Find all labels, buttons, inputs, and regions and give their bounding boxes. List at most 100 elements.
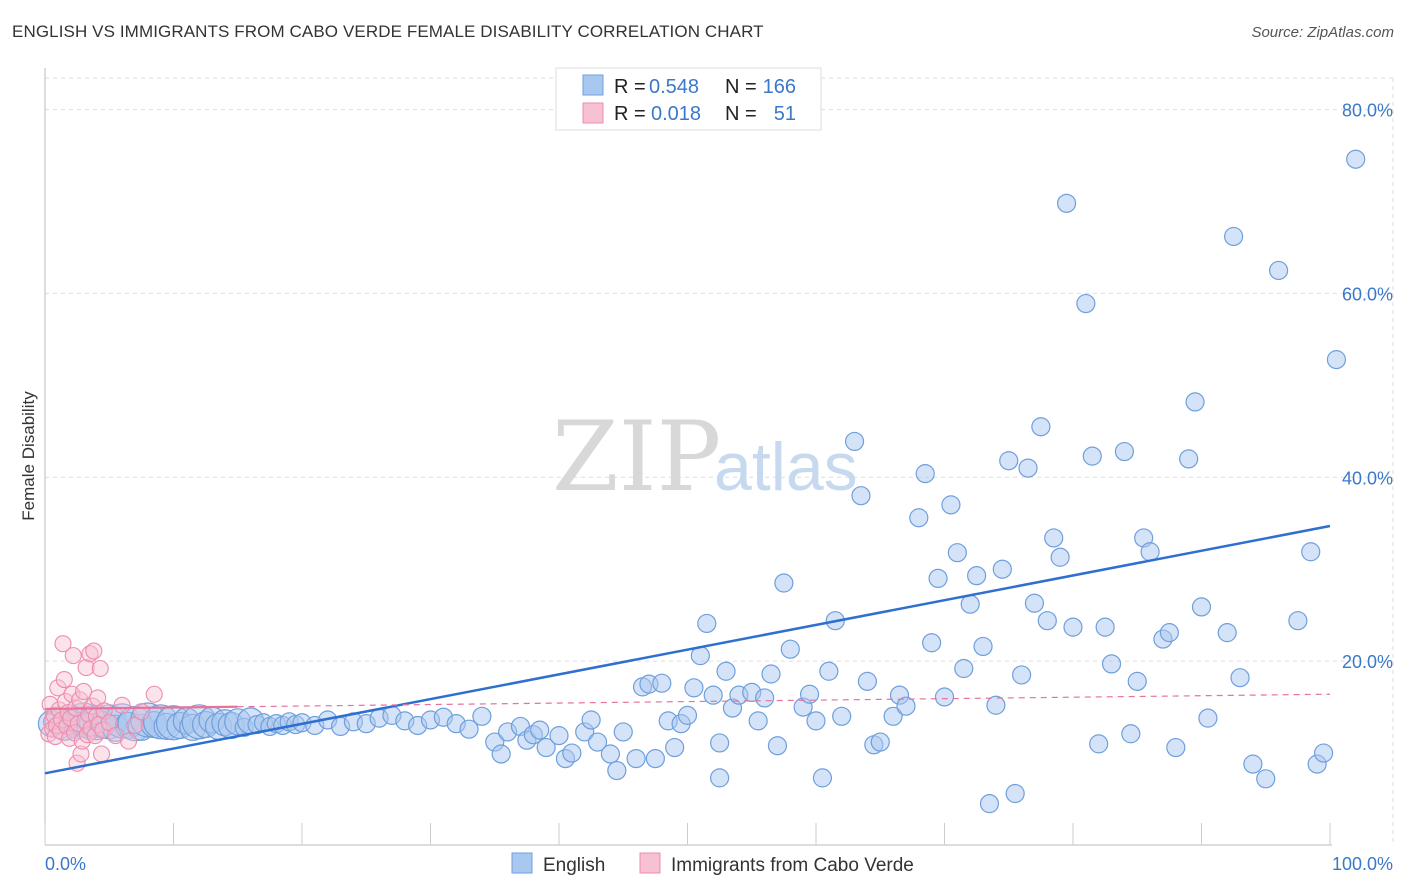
bottom-legend-cabo-swatch [639,852,661,874]
english-point [1121,724,1141,744]
english-point [806,711,826,731]
legend-box: R = 0.548 N = 166 R = 0.018 N = 51 [555,67,822,131]
english-point [979,794,1000,814]
english-point [613,722,633,742]
english-point [928,568,948,589]
legend-english-r-label: R = [614,76,646,98]
english-point [1185,392,1205,412]
english-point [1031,417,1051,437]
english-point [1288,611,1308,631]
english-point [1076,293,1096,314]
english-point [986,695,1006,715]
trend-lines [44,524,1331,775]
cabo-verde-trend-line [44,705,238,711]
y-axis-label: Female Disability [19,391,38,521]
legend-english-n-value: 166 [763,76,796,98]
english-point [1018,458,1038,478]
english-point [530,720,550,740]
y-tick-label: 20.0% [1342,652,1393,672]
english-point [1224,226,1244,247]
bottom-legend-cabo-label: Immigrants from Cabo Verde [671,855,914,876]
cabo-verde-point [107,727,125,745]
english-point [909,508,929,528]
english-point [1179,449,1199,469]
cabo-verde-point [85,642,103,660]
legend-cabo-r-label: R = [614,103,646,125]
cabo-verde-point [75,682,93,701]
cabo-verde-point [119,732,138,750]
english-point [973,636,993,657]
english-point [844,431,865,452]
english-point [832,706,852,726]
cabo-verde-point [145,685,163,703]
y-tick-labels: 20.0% 40.0% 60.0% 80.0% [1342,101,1393,673]
watermark-zip: ZIP [552,401,721,513]
cabo-verde-point [126,716,144,735]
english-point [665,737,685,758]
english-point [710,768,730,788]
english-point [684,678,704,698]
english-point [1159,623,1179,643]
legend-english-n-label: N = [725,76,757,98]
english-point [1243,754,1263,774]
cabo-verde-point [91,659,109,678]
english-point [1050,547,1070,567]
english-point [1005,783,1025,804]
english-point [960,594,980,614]
english-point [587,732,608,752]
english-point [1063,617,1083,637]
cabo-verde-point [92,745,111,763]
english-point [851,486,871,506]
cabo-verde-point [54,635,72,653]
cabo-verde-point [64,647,82,665]
english-point [857,671,878,691]
y-tick-label: 40.0% [1342,468,1393,488]
english-point [472,706,492,726]
cabo-verde-points [40,635,163,772]
english-point [1011,665,1032,685]
x-tick-marks [44,823,1331,845]
english-point [1082,446,1102,466]
english-point [992,559,1012,579]
legend-cabo-n-label: N = [725,103,757,125]
bottom-legend-english-swatch [511,852,533,874]
x-tick-label-max: 100.0% [1332,854,1393,874]
bottom-legend-english-label: English [543,855,605,876]
english-point [767,736,788,756]
english-point [870,732,890,752]
english-trend-line [44,524,1331,775]
english-point [761,664,781,684]
english-point [1268,260,1289,281]
english-point [999,451,1019,471]
english-point [607,760,627,781]
english-point [536,737,556,758]
english-point [934,687,955,707]
cabo-verde-point [77,659,95,677]
y-tick-label: 80.0% [1342,101,1393,121]
english-point [645,748,665,769]
english-point [652,673,672,693]
english-point [748,711,768,731]
english-point [1127,671,1147,691]
english-point [1101,654,1122,674]
english-point [1140,542,1160,562]
english-point [941,495,961,515]
english-point [780,639,800,659]
english-point [799,684,820,704]
chart-title: ENGLISH VS IMMIGRANTS FROM CABO VERDE FE… [12,22,764,41]
english-point [947,543,967,563]
legend-cabo-swatch [582,102,604,124]
english-point [1024,593,1045,613]
english-point [581,710,601,730]
english-point [697,613,717,634]
cabo-verde-point [72,745,90,763]
english-point [1217,623,1237,643]
english-point [459,719,479,739]
english-point [954,658,974,679]
english-point [1166,737,1186,758]
bottom-legend: English Immigrants from Cabo Verde [511,852,914,876]
english-point [1089,734,1109,754]
english-point [1056,193,1077,213]
watermark-atlas: atlas [714,429,858,505]
english-point [967,566,987,586]
